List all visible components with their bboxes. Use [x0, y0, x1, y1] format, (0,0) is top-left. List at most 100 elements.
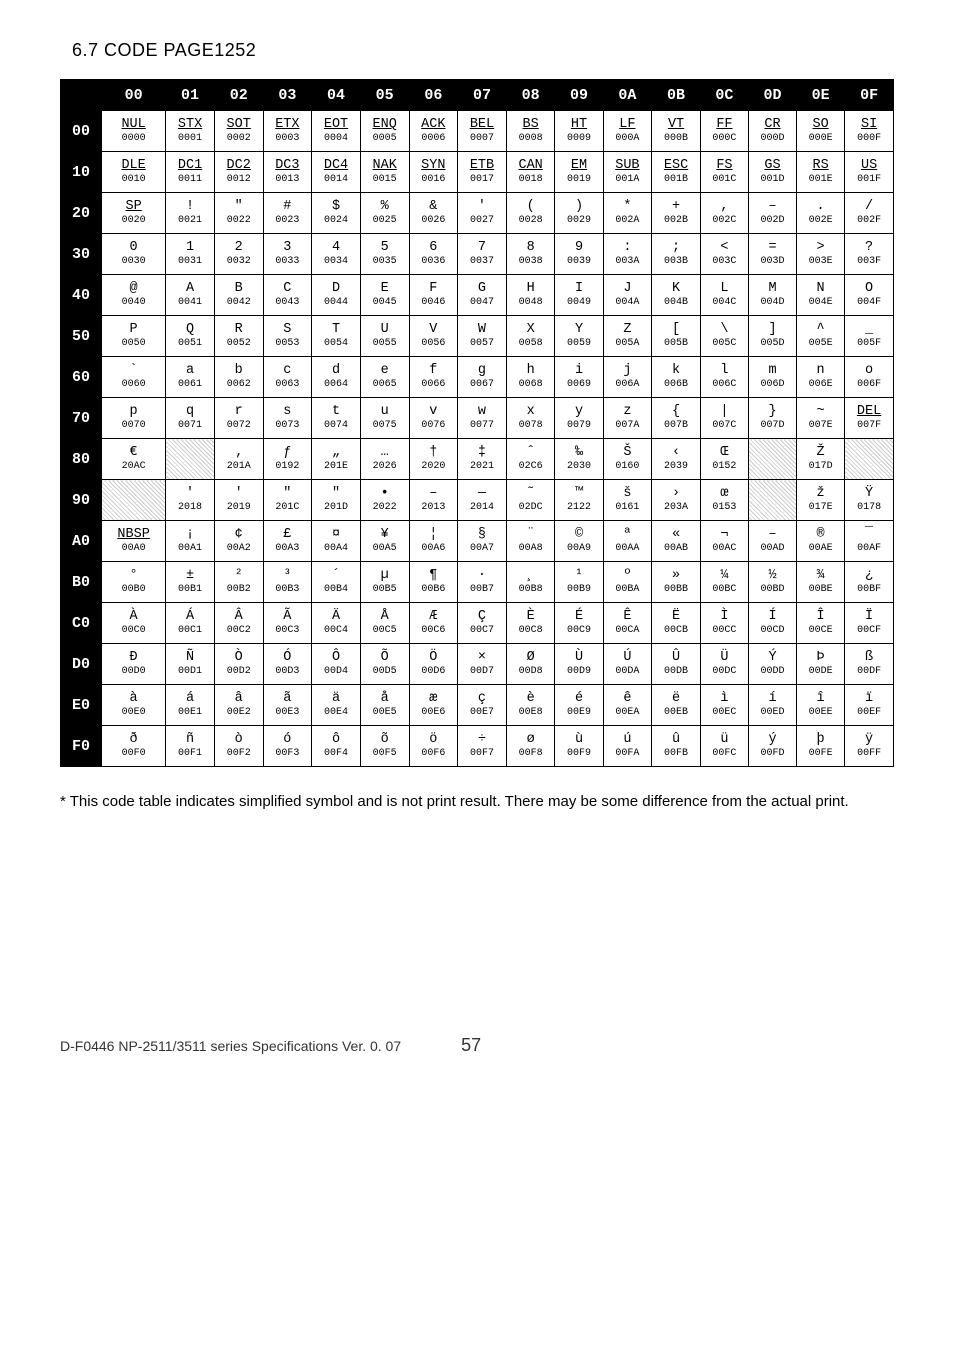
code-cell: T0054 — [312, 316, 361, 357]
code-cell: NUL0000 — [102, 111, 166, 152]
code-cell: I0049 — [555, 275, 603, 316]
code-cell: Ô00D4 — [312, 644, 361, 685]
code-cell: ƒ0192 — [263, 439, 312, 480]
col-header: 09 — [555, 80, 603, 111]
code-cell: <003C — [700, 234, 748, 275]
code-cell: Ø00D8 — [506, 644, 555, 685]
code-cell: ÿ00FF — [845, 726, 894, 767]
code-cell: W0057 — [458, 316, 507, 357]
code-cell: œ0153 — [700, 480, 748, 521]
code-cell: ?003F — [845, 234, 894, 275]
code-cell: ENQ0005 — [360, 111, 409, 152]
code-cell: Œ0152 — [700, 439, 748, 480]
col-header: 02 — [214, 80, 263, 111]
code-cell: FF000C — [700, 111, 748, 152]
code-cell: Y0059 — [555, 316, 603, 357]
code-cell: È00C8 — [506, 603, 555, 644]
col-header: 07 — [458, 80, 507, 111]
code-cell: —2014 — [458, 480, 507, 521]
code-cell: t0074 — [312, 398, 361, 439]
row-header: 60 — [61, 357, 102, 398]
code-cell: Û00DB — [652, 644, 701, 685]
code-cell: Ü00DC — [700, 644, 748, 685]
code-cell: "0022 — [214, 193, 263, 234]
code-cell: ®00AE — [797, 521, 845, 562]
code-cell: ]005D — [748, 316, 796, 357]
code-cell: 70037 — [458, 234, 507, 275]
code-cell: !0021 — [166, 193, 215, 234]
code-cell: M004D — [748, 275, 796, 316]
code-cell: y0079 — [555, 398, 603, 439]
code-cell: Â00C2 — [214, 603, 263, 644]
code-cell: c0063 — [263, 357, 312, 398]
code-cell: ô00F4 — [312, 726, 361, 767]
code-cell: #0023 — [263, 193, 312, 234]
code-cell — [845, 439, 894, 480]
code-cell: æ00E6 — [409, 685, 458, 726]
row-header: 70 — [61, 398, 102, 439]
code-cell: ;003B — [652, 234, 701, 275]
code-cell: å00E5 — [360, 685, 409, 726]
row-header: 10 — [61, 152, 102, 193]
code-cell: Õ00D5 — [360, 644, 409, 685]
code-cell: Ç00C7 — [458, 603, 507, 644]
code-cell: –00AD — [748, 521, 796, 562]
code-cell: )0029 — [555, 193, 603, 234]
code-cell: °00B0 — [102, 562, 166, 603]
col-header: 06 — [409, 80, 458, 111]
code-cell: –002D — [748, 193, 796, 234]
code-cell: e0065 — [360, 357, 409, 398]
code-cell: ï00EF — [845, 685, 894, 726]
code-cell: NAK0015 — [360, 152, 409, 193]
code-cell: 10031 — [166, 234, 215, 275]
code-cell: SP0020 — [102, 193, 166, 234]
page-footer: D-F0446 NP-2511/3511 series Specificatio… — [60, 1035, 894, 1056]
code-cell: ¦00A6 — [409, 521, 458, 562]
row-header: 40 — [61, 275, 102, 316]
code-cell: "201D — [312, 480, 361, 521]
code-cell: L004C — [700, 275, 748, 316]
code-cell: O004F — [845, 275, 894, 316]
code-cell: _005F — [845, 316, 894, 357]
code-cell: 50035 — [360, 234, 409, 275]
code-cell: RS001E — [797, 152, 845, 193]
code-cell: ú00FA — [603, 726, 652, 767]
code-cell: VT000B — [652, 111, 701, 152]
code-cell: ACK0006 — [409, 111, 458, 152]
code-cell: E0045 — [360, 275, 409, 316]
code-cell: ç00E7 — [458, 685, 507, 726]
code-cell: 20032 — [214, 234, 263, 275]
code-cell: Å00C5 — [360, 603, 409, 644]
code-cell: k006B — [652, 357, 701, 398]
code-cell: U0055 — [360, 316, 409, 357]
code-cell: ¸00B8 — [506, 562, 555, 603]
code-cell — [166, 439, 215, 480]
code-cell: w0077 — [458, 398, 507, 439]
code-cell: ˆ02C6 — [506, 439, 555, 480]
code-cell — [748, 439, 796, 480]
code-cell: .002E — [797, 193, 845, 234]
code-cell: ETX0003 — [263, 111, 312, 152]
code-cell: '2018 — [166, 480, 215, 521]
code-cell: SYN0016 — [409, 152, 458, 193]
code-cell: é00E9 — [555, 685, 603, 726]
code-cell: Ö00D6 — [409, 644, 458, 685]
code-cell: ‹2039 — [652, 439, 701, 480]
code-cell: X0058 — [506, 316, 555, 357]
code-cell: v0076 — [409, 398, 458, 439]
code-cell: A0041 — [166, 275, 215, 316]
code-cell: ¨00A8 — [506, 521, 555, 562]
code-cell: ø00F8 — [506, 726, 555, 767]
code-cell: `0060 — [102, 357, 166, 398]
code-cell: ‡2021 — [458, 439, 507, 480]
code-cell: :003A — [603, 234, 652, 275]
code-cell: ‰2030 — [555, 439, 603, 480]
code-cell: LF000A — [603, 111, 652, 152]
code-cell: µ00B5 — [360, 562, 409, 603]
code-cell: =003D — [748, 234, 796, 275]
code-cell: SUB001A — [603, 152, 652, 193]
code-cell: À00C0 — [102, 603, 166, 644]
code-cell: þ00FE — [797, 726, 845, 767]
code-cell: ´00B4 — [312, 562, 361, 603]
code-cell: ¯00AF — [845, 521, 894, 562]
